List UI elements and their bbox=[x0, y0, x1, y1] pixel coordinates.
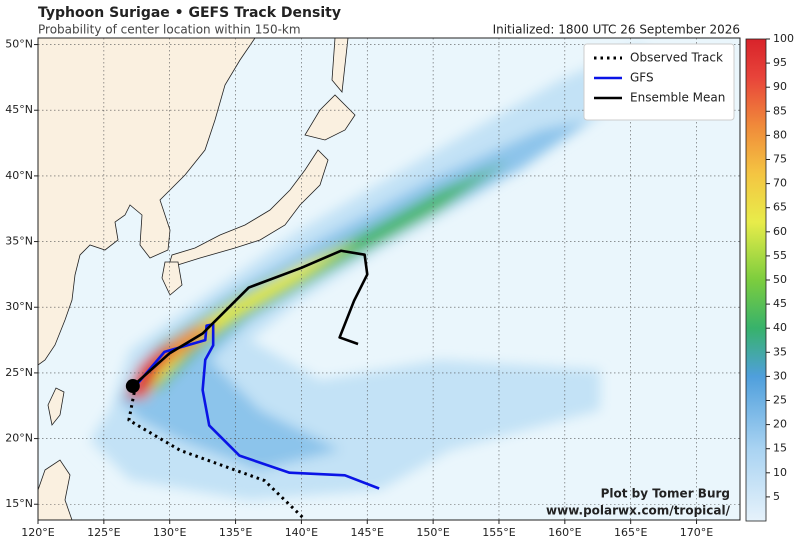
y-tick-label: 40°N bbox=[5, 169, 33, 182]
x-tick-label: 120°E bbox=[21, 526, 54, 539]
x-tick-label: 140°E bbox=[285, 526, 318, 539]
colorbar-label: 65 bbox=[773, 201, 787, 214]
y-tick-label: 30°N bbox=[5, 300, 33, 313]
colorbar-label: 5 bbox=[773, 490, 780, 503]
colorbar-label: 60 bbox=[773, 225, 787, 238]
land bbox=[38, 459, 73, 520]
x-tick-label: 160°E bbox=[548, 526, 581, 539]
start-point bbox=[125, 379, 140, 394]
colorbar-label: 20 bbox=[773, 418, 787, 431]
colorbar-label: 50 bbox=[773, 273, 787, 286]
x-tick-label: 155°E bbox=[482, 526, 515, 539]
colorbar-label: 90 bbox=[773, 80, 787, 93]
colorbar-label: 40 bbox=[773, 321, 787, 334]
colorbar-label: 85 bbox=[773, 104, 787, 117]
y-tick-label: 20°N bbox=[5, 432, 33, 445]
track bbox=[127, 385, 307, 520]
y-tick-label: 45°N bbox=[5, 103, 33, 116]
legend-label: Ensemble Mean bbox=[630, 91, 725, 105]
land bbox=[167, 149, 329, 269]
legend-label: GFS bbox=[630, 71, 654, 85]
y-tick-label: 50°N bbox=[5, 38, 33, 51]
x-tick-label: 130°E bbox=[153, 526, 186, 539]
land bbox=[331, 38, 349, 93]
colorbar-label: 55 bbox=[773, 249, 787, 262]
colorbar-label: 100 bbox=[773, 32, 794, 45]
x-tick-label: 150°E bbox=[416, 526, 449, 539]
colorbar-label: 70 bbox=[773, 177, 787, 190]
credit: Plot by Tomer Burg bbox=[601, 487, 730, 501]
colorbar-label: 30 bbox=[773, 369, 787, 382]
colorbar-label: 25 bbox=[773, 394, 787, 407]
colorbar-label: 95 bbox=[773, 56, 787, 69]
colorbar-label: 80 bbox=[773, 128, 787, 141]
land bbox=[304, 94, 356, 141]
credit-url: www.polarwx.com/tropical/ bbox=[546, 504, 731, 518]
y-tick-label: 15°N bbox=[5, 497, 33, 510]
density bbox=[90, 45, 660, 500]
y-tick-label: 35°N bbox=[5, 235, 33, 248]
legend-box bbox=[583, 43, 735, 121]
track bbox=[131, 249, 369, 388]
x-tick-label: 165°E bbox=[614, 526, 647, 539]
frame bbox=[37, 37, 741, 521]
colorbar bbox=[745, 38, 767, 522]
track bbox=[134, 323, 380, 490]
x-tick-label: 170°E bbox=[680, 526, 713, 539]
x-tick-label: 125°E bbox=[87, 526, 120, 539]
colorbar-label: 15 bbox=[773, 442, 787, 455]
init-time: Initialized: 1800 UTC 26 September 2026 bbox=[493, 23, 740, 37]
land bbox=[47, 387, 65, 426]
y-tick-label: 25°N bbox=[5, 366, 33, 379]
subtitle: Probability of center location within 15… bbox=[38, 23, 301, 37]
colorbar-label: 75 bbox=[773, 153, 787, 166]
colorbar-label: 10 bbox=[773, 466, 787, 479]
land bbox=[161, 261, 183, 296]
legend-label: Observed Track bbox=[630, 51, 723, 65]
land bbox=[38, 38, 256, 366]
colorbar-label: 35 bbox=[773, 345, 787, 358]
x-tick-label: 145°E bbox=[351, 526, 384, 539]
title: Typhoon Surigae • GEFS Track Density bbox=[38, 5, 341, 21]
x-tick-label: 135°E bbox=[219, 526, 252, 539]
colorbar-label: 45 bbox=[773, 297, 787, 310]
legend: Observed Track GFS Ensemble Mean bbox=[583, 43, 735, 121]
